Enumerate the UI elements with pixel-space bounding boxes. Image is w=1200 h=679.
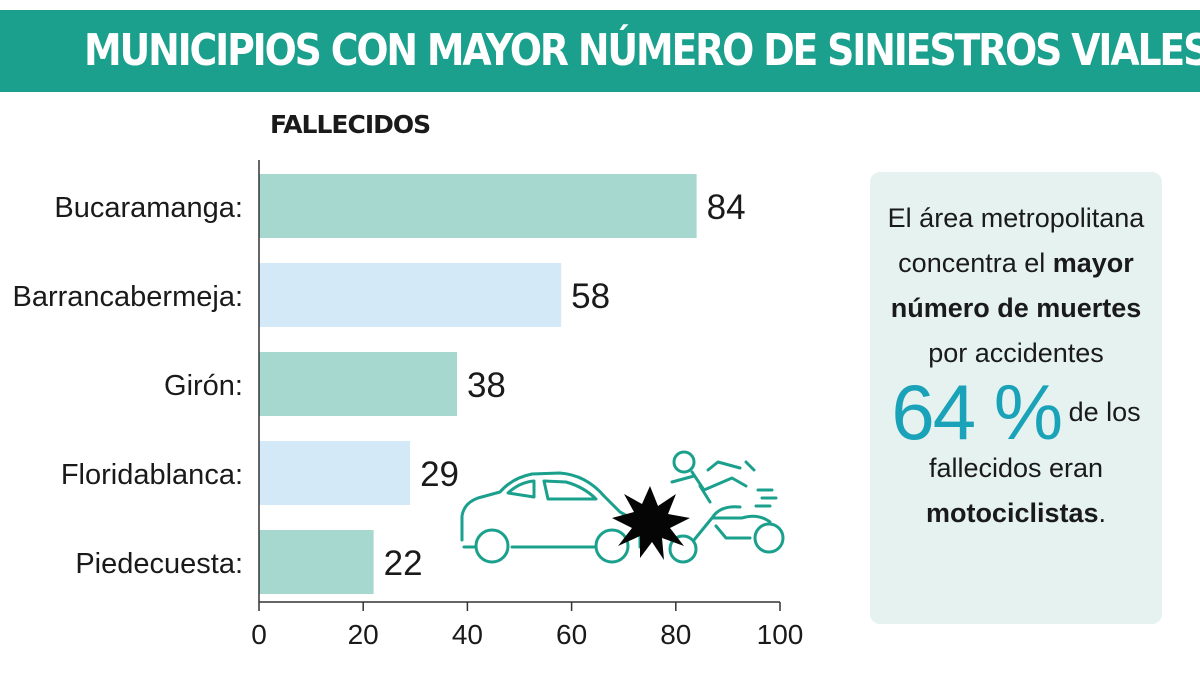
category-label-4: Floridablanca: xyxy=(61,459,243,491)
value-label-3: 38 xyxy=(467,366,506,405)
x-tick-label-2: 20 xyxy=(348,619,379,650)
axis-label: FALLECIDOS xyxy=(270,110,431,139)
bar-chart: Bucaramanga: 84 Barrancabermeja: 58 Girón: 38… xyxy=(13,160,804,650)
title-banner: MUNICIPIOS CON MAYOR NÚMERO DE SINIESTRO… xyxy=(0,10,1200,92)
bar-2 xyxy=(259,263,562,327)
percent-value: 64 % xyxy=(891,367,1063,456)
info-line-7-end: . xyxy=(1098,497,1107,528)
info-line-3: número de muertes xyxy=(870,286,1162,331)
info-box: El área metropolitana concentra el mayor… xyxy=(870,172,1162,624)
info-line-6: fallecidos eran xyxy=(928,452,1104,483)
info-line-1: El área metropolitana xyxy=(887,203,1145,233)
info-line-2: concentra el mayor xyxy=(870,241,1162,286)
info-text: El área metropolitana concentra el mayor… xyxy=(870,172,1162,536)
category-label-3: Girón: xyxy=(164,370,243,402)
chart-title: MUNICIPIOS CON MAYOR NÚMERO DE SINIESTRO… xyxy=(84,25,1200,76)
value-label-4: 29 xyxy=(420,455,459,494)
percent-suffix: de los xyxy=(1068,396,1141,427)
info-line-7-bold: motociclistas xyxy=(925,497,1099,528)
bar-5 xyxy=(259,530,374,594)
x-tick-label-4: 60 xyxy=(556,619,587,650)
info-line-2-a: concentra el xyxy=(898,248,1053,278)
category-label-5: Piedecuesta: xyxy=(75,548,243,580)
category-label-1: Bucaramanga: xyxy=(54,192,243,224)
info-line-3-bold: número de muertes xyxy=(890,293,1142,323)
bar-3 xyxy=(259,352,457,416)
info-line-7: motociclistas. xyxy=(870,491,1162,536)
x-tick-label-1: 0 xyxy=(251,619,267,650)
value-label-2: 58 xyxy=(571,277,610,316)
category-label-2: Barrancabermeja: xyxy=(13,281,244,313)
bar-4 xyxy=(259,441,411,505)
info-percent-line: 64 % de los xyxy=(870,373,1162,451)
info-line-2-bold: mayor xyxy=(1052,248,1134,278)
value-label-5: 22 xyxy=(384,544,423,583)
x-tick-label-3: 40 xyxy=(452,619,483,650)
bar-1 xyxy=(259,174,697,238)
x-tick-label-6: 100 xyxy=(757,619,804,650)
x-tick-label-5: 80 xyxy=(660,619,691,650)
car-motorcycle-crash-icon xyxy=(460,450,785,564)
crash-burst-icon xyxy=(612,486,690,560)
value-label-1: 84 xyxy=(707,188,746,227)
info-line-4: por accidentes xyxy=(928,338,1104,368)
